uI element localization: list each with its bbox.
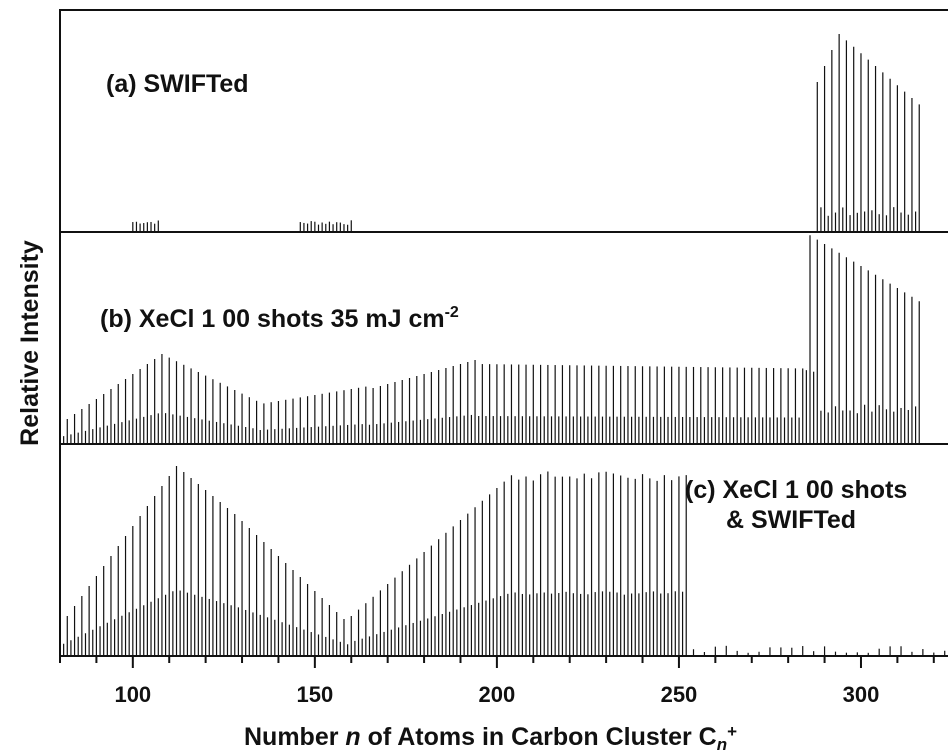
x-axis-title-sub: n <box>717 735 727 754</box>
x-axis-ticks: 100 150 200 250 300 <box>59 656 935 707</box>
x-axis-title-sup: + <box>727 722 737 741</box>
panel-b-label-main: (b) XeCl 1 00 shots 35 mJ cm <box>100 305 445 333</box>
panel-b-peaks <box>59 235 920 444</box>
x-tick-label: 200 <box>479 682 516 707</box>
x-axis-title-main: Number <box>244 723 345 751</box>
panel-b-label-sup: -2 <box>445 304 459 321</box>
x-axis-title-var: n <box>345 723 360 751</box>
x-tick-label: 300 <box>843 682 880 707</box>
panel-c-label-line2: & SWIFTed <box>726 506 856 534</box>
panel-a-peaks <box>132 34 920 232</box>
panel-c-peaks <box>59 466 946 656</box>
y-axis-title: Relative Intensity <box>16 240 44 446</box>
panel-b-label: (b) XeCl 1 00 shots 35 mJ cm-2 <box>100 304 459 333</box>
x-tick-label: 250 <box>661 682 698 707</box>
x-axis-title: Number n of Atoms in Carbon Cluster Cn+ <box>244 722 737 754</box>
panel-a-label: (a) SWIFTed <box>106 70 249 98</box>
x-tick-label: 150 <box>296 682 333 707</box>
x-axis-title-rest: of Atoms in Carbon Cluster C <box>361 723 717 751</box>
panel-c-label-line1: (c) XeCl 1 00 shots <box>685 476 907 504</box>
x-tick-label: 100 <box>114 682 151 707</box>
